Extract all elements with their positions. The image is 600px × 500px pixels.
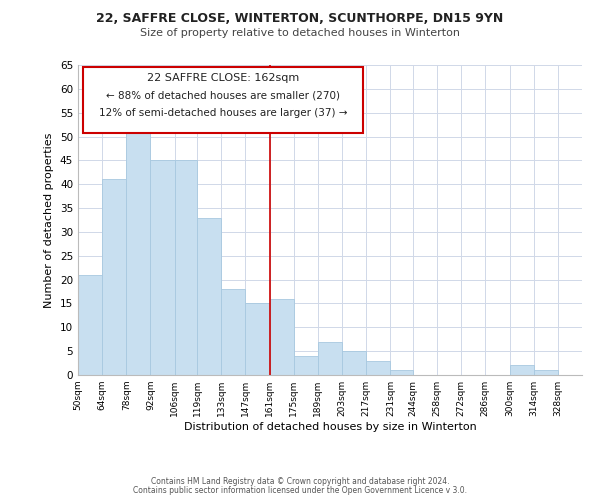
Text: 22, SAFFRE CLOSE, WINTERTON, SCUNTHORPE, DN15 9YN: 22, SAFFRE CLOSE, WINTERTON, SCUNTHORPE,…	[97, 12, 503, 26]
Text: Size of property relative to detached houses in Winterton: Size of property relative to detached ho…	[140, 28, 460, 38]
Bar	[318, 342, 342, 375]
Bar	[175, 160, 197, 375]
Text: 22 SAFFRE CLOSE: 162sqm: 22 SAFFRE CLOSE: 162sqm	[147, 72, 299, 83]
Bar	[342, 351, 366, 375]
X-axis label: Distribution of detached houses by size in Winterton: Distribution of detached houses by size …	[184, 422, 476, 432]
Y-axis label: Number of detached properties: Number of detached properties	[44, 132, 55, 308]
Bar	[509, 366, 533, 375]
Bar	[127, 132, 151, 375]
Bar	[366, 360, 391, 375]
Text: Contains public sector information licensed under the Open Government Licence v : Contains public sector information licen…	[133, 486, 467, 495]
Bar	[391, 370, 413, 375]
Bar	[269, 298, 294, 375]
Bar	[221, 289, 245, 375]
Bar	[78, 275, 102, 375]
Bar	[245, 304, 269, 375]
Text: Contains HM Land Registry data © Crown copyright and database right 2024.: Contains HM Land Registry data © Crown c…	[151, 477, 449, 486]
Bar	[533, 370, 558, 375]
Bar	[197, 218, 221, 375]
Bar	[151, 160, 175, 375]
Bar	[294, 356, 318, 375]
Text: 12% of semi-detached houses are larger (37) →: 12% of semi-detached houses are larger (…	[98, 108, 347, 118]
Bar	[102, 180, 127, 375]
Text: ← 88% of detached houses are smaller (270): ← 88% of detached houses are smaller (27…	[106, 90, 340, 100]
